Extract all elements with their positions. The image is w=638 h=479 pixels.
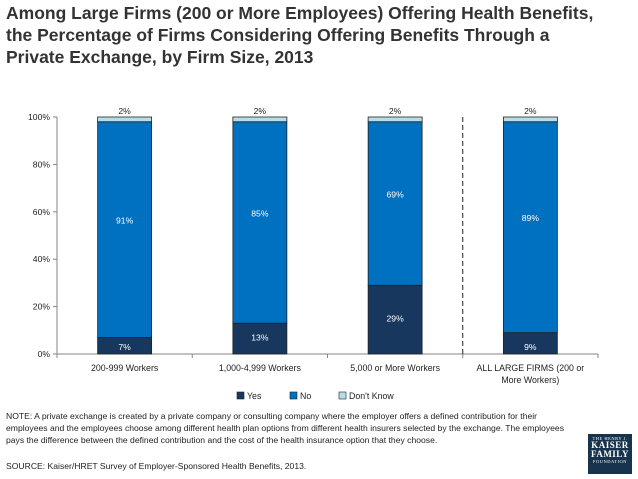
chart-title: Among Large Firms (200 or More Employees… — [6, 2, 632, 68]
bar-segment-don-t-know — [502, 116, 558, 123]
data-label: 91% — [116, 216, 134, 226]
data-label: 9% — [524, 342, 537, 352]
x-tick-label: ALL LARGE FIRMS (200 or — [477, 363, 585, 373]
source-text: SOURCE: Kaiser/HRET Survey of Employer-S… — [6, 461, 307, 471]
data-label: 29% — [387, 314, 405, 324]
title-line-3: Private Exchange, by Firm Size, 2013 — [6, 47, 314, 67]
data-label: 2% — [254, 106, 267, 116]
logo-line-1: THE HENRY J. — [592, 436, 628, 441]
logo-line-2: KAISER — [591, 440, 629, 450]
y-tick-label: 80% — [33, 159, 51, 169]
y-tick-label: 0% — [38, 349, 51, 359]
data-label: 89% — [522, 213, 540, 223]
x-tick-label: 200-999 Workers — [91, 363, 159, 373]
y-tick-label: 20% — [33, 302, 51, 312]
bar-segment-don-t-know — [232, 116, 288, 123]
data-label: 2% — [524, 106, 537, 116]
title-line-2: the Percentage of Firms Considering Offe… — [6, 25, 550, 45]
data-label: 2% — [118, 106, 131, 116]
x-tick-label: 5,000 or More Workers — [350, 363, 440, 373]
data-label: 2% — [389, 106, 402, 116]
y-tick-label: 60% — [33, 207, 51, 217]
y-tick-label: 40% — [33, 254, 51, 264]
data-label: 7% — [118, 342, 131, 352]
bar-segment-don-t-know — [367, 116, 423, 123]
title-line-1: Among Large Firms (200 or More Employees… — [6, 3, 594, 23]
bar-segment-no — [97, 121, 153, 338]
bar-segment-no — [367, 121, 423, 286]
x-tick-label: More Workers) — [501, 375, 559, 385]
bar-segment-yes — [367, 284, 423, 355]
logo-line-4: FOUNDATION — [593, 459, 627, 464]
data-label: 69% — [387, 190, 405, 200]
legend-swatch — [236, 391, 245, 400]
legend-label: Yes — [247, 391, 262, 401]
data-label: 13% — [251, 333, 269, 343]
data-label: 85% — [251, 208, 269, 218]
legend-label: No — [300, 391, 311, 401]
kaiser-family-foundation-logo: THE HENRY J. KAISER FAMILY FOUNDATION — [588, 434, 632, 474]
y-tick-label: 100% — [28, 112, 50, 122]
bar-segment-no — [232, 121, 288, 324]
note-text: NOTE: A private exchange is created by a… — [6, 411, 564, 445]
legend-label: Don't Know — [349, 391, 394, 401]
x-tick-label: 1,000-4,999 Workers — [219, 363, 302, 373]
bar-segment-no — [502, 121, 558, 334]
legend-swatch — [289, 391, 298, 400]
logo-line-3: FAMILY — [590, 449, 629, 459]
bar-segment-don-t-know — [97, 116, 153, 123]
legend-swatch — [338, 391, 347, 400]
